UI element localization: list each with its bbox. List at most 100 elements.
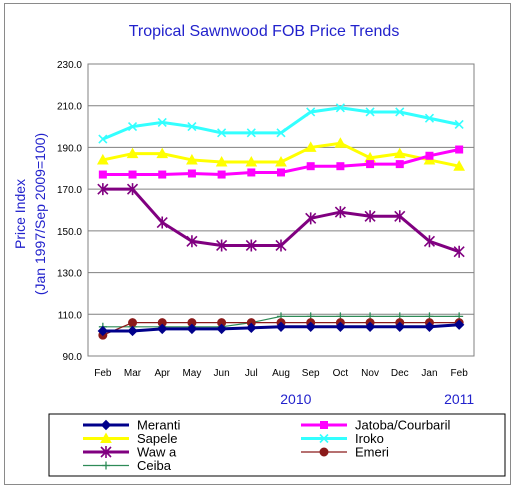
legend-label: Jatoba/Courbaril (355, 418, 450, 433)
year-labels: 2010 2011 (280, 391, 474, 407)
y-tick-label: 210.0 (57, 102, 82, 113)
data-point (98, 134, 108, 144)
y-axis-label: Price Index (Jan 1997/Sep 2009=100) (12, 133, 48, 295)
y-tick-label: 170.0 (57, 185, 82, 196)
x-tick-label: Aug (272, 368, 290, 379)
data-point (424, 321, 435, 333)
data-point (395, 160, 404, 169)
data-point (365, 107, 375, 117)
data-point (127, 122, 138, 132)
x-tick-label: Jul (245, 368, 258, 379)
data-point (156, 147, 169, 159)
legend-label: Iroko (355, 431, 384, 446)
x-tick-label: Nov (361, 368, 379, 379)
data-point (394, 210, 406, 223)
data-point (306, 162, 315, 171)
data-point (246, 322, 257, 334)
data-point (128, 170, 137, 179)
data-point (246, 128, 256, 138)
data-point (394, 321, 405, 333)
data-point (276, 128, 286, 138)
data-point (304, 141, 317, 152)
legend-marker (320, 421, 328, 429)
series-meranti (97, 319, 465, 337)
series-iroko (98, 103, 464, 144)
data-point (275, 239, 287, 252)
data-point (216, 239, 228, 252)
plot-area (87, 63, 475, 357)
x-tick-label: May (182, 368, 201, 379)
legend-entry: Jatoba/Courbaril (301, 418, 450, 433)
data-point (334, 206, 346, 219)
legend-marker (102, 461, 110, 470)
data-point (157, 117, 167, 127)
data-point (364, 321, 376, 333)
data-point (245, 239, 257, 252)
legend-label: Sapele (137, 431, 177, 446)
data-point (186, 153, 198, 165)
y-tick-label: 150.0 (57, 227, 82, 238)
data-point (217, 170, 226, 179)
data-point (453, 319, 465, 330)
x-tick-label: Apr (154, 368, 170, 379)
y-tick-label: 190.0 (57, 143, 82, 154)
legend-marker (319, 447, 329, 457)
data-point (455, 145, 464, 154)
y-tick-label: 90.0 (63, 352, 83, 363)
data-point (393, 147, 406, 159)
legend-entry: Meranti (83, 418, 180, 433)
data-point (217, 128, 227, 138)
data-point (277, 168, 285, 177)
data-point (305, 212, 317, 225)
legend-marker (100, 432, 112, 443)
data-point (186, 323, 198, 335)
x-tick-label: Jan (421, 368, 437, 379)
y-axis-label-line1: Price Index (12, 179, 28, 249)
legend-label: Ceiba (137, 458, 172, 473)
data-point (156, 216, 168, 229)
data-point (334, 137, 347, 148)
gridlines (88, 63, 474, 357)
data-point (423, 235, 436, 248)
x-tick-label: Mar (124, 368, 142, 379)
legend-marker (100, 419, 112, 431)
data-point (275, 321, 287, 333)
legend-label: Meranti (137, 418, 180, 433)
data-point (97, 183, 109, 196)
data-point (366, 160, 375, 169)
data-point (336, 162, 345, 171)
y-tick-label: 230.0 (57, 60, 82, 71)
data-point (424, 113, 435, 123)
year-label: 2010 (280, 391, 311, 407)
x-tick-label: Feb (94, 368, 112, 379)
data-point (96, 153, 109, 165)
data-point (187, 169, 196, 178)
data-point (335, 321, 346, 333)
data-point (395, 107, 405, 117)
data-point (245, 155, 258, 167)
chart-title: Tropical Sawnwood FOB Price Trends (129, 23, 400, 40)
data-point (305, 321, 316, 333)
y-axis-ticks: 90.0 110.0 130.0 150.0 170.0 190.0 210.0 230.0 (57, 60, 82, 363)
data-point (454, 119, 464, 130)
x-tick-label: Oct (333, 368, 349, 379)
data-point (187, 122, 197, 132)
year-label: 2011 (444, 391, 474, 407)
data-point (97, 325, 109, 337)
y-axis-label-line2: (Jan 1997/Sep 2009=100) (32, 133, 48, 295)
legend-entry: Waw a (83, 445, 177, 460)
series-layer (96, 103, 466, 340)
x-tick-label: Dec (391, 368, 409, 379)
y-tick-label: 130.0 (57, 269, 82, 280)
y-tick-label: 110.0 (58, 310, 83, 321)
data-point (335, 103, 345, 113)
data-point (157, 323, 168, 335)
legend-entry: Ceiba (83, 458, 172, 473)
data-point (364, 210, 376, 223)
x-tick-label: Feb (451, 368, 469, 379)
data-point (453, 245, 465, 258)
legend-label: Waw a (137, 445, 177, 460)
data-point (453, 160, 466, 171)
data-point (158, 170, 167, 179)
series-waw-a (97, 183, 465, 258)
